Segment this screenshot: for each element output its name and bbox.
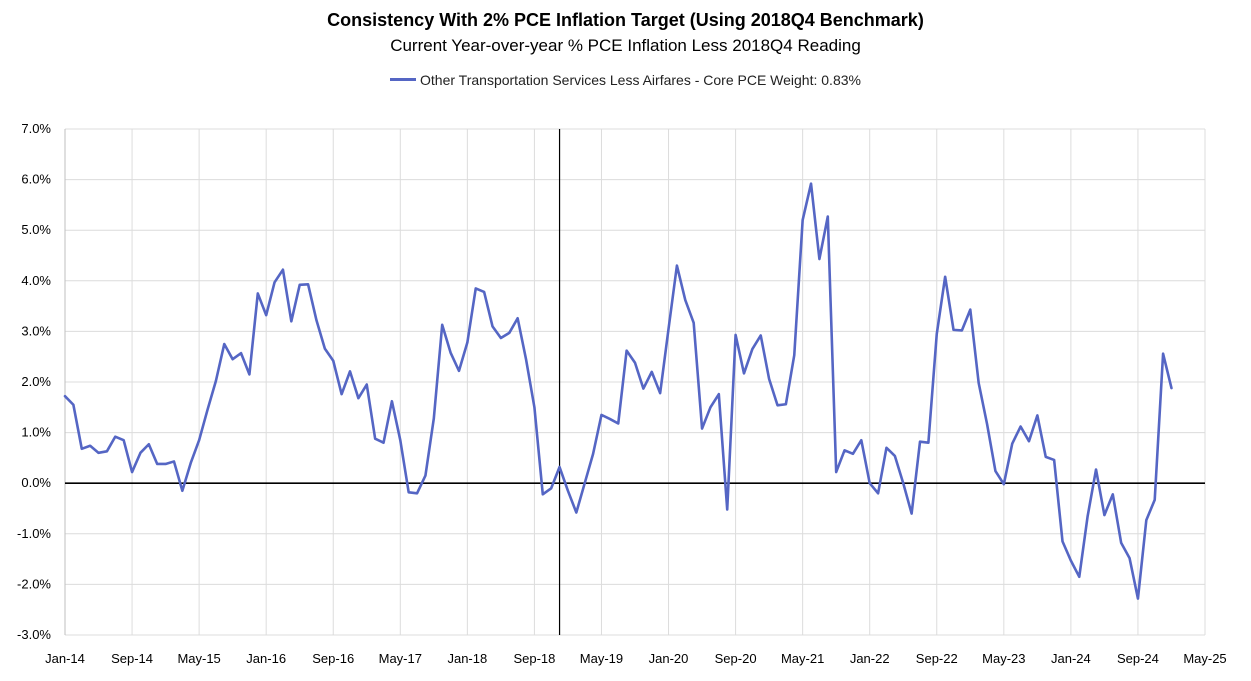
x-tick-label: Sep-22 xyxy=(916,651,958,666)
x-tick-label: May-23 xyxy=(982,651,1025,666)
y-tick-label: 5.0% xyxy=(21,222,51,237)
y-tick-label: 3.0% xyxy=(21,323,51,338)
chart-title: Consistency With 2% PCE Inflation Target… xyxy=(327,10,924,30)
chart-legend: Other Transportation Services Less Airfa… xyxy=(0,72,1251,88)
x-tick-label: Jan-14 xyxy=(45,651,85,666)
y-tick-label: 2.0% xyxy=(21,374,51,389)
legend-swatch xyxy=(390,77,417,81)
x-tick-label: May-15 xyxy=(177,651,220,666)
x-tick-label: Jan-24 xyxy=(1051,651,1091,666)
x-tick-label: Sep-14 xyxy=(111,651,153,666)
x-tick-label: Sep-20 xyxy=(715,651,757,666)
x-tick-label: Jan-22 xyxy=(850,651,890,666)
x-tick-label: May-21 xyxy=(781,651,824,666)
x-tick-label: Sep-24 xyxy=(1117,651,1159,666)
y-tick-label: -1.0% xyxy=(17,526,51,541)
y-tick-label: 6.0% xyxy=(21,172,51,187)
y-tick-label: -3.0% xyxy=(17,627,51,642)
x-tick-label: May-17 xyxy=(379,651,422,666)
chart-subtitle: Current Year-over-year % PCE Inflation L… xyxy=(390,36,861,55)
y-tick-label: 7.0% xyxy=(21,121,51,136)
y-tick-label: -2.0% xyxy=(17,576,51,591)
x-tick-label: Sep-18 xyxy=(513,651,555,666)
x-tick-label: Jan-18 xyxy=(447,651,487,666)
x-tick-label: Sep-16 xyxy=(312,651,354,666)
y-tick-label: 0.0% xyxy=(21,475,51,490)
legend-label: Other Transportation Services Less Airfa… xyxy=(420,72,861,88)
x-tick-label: May-19 xyxy=(580,651,623,666)
y-tick-label: 4.0% xyxy=(21,273,51,288)
y-tick-label: 1.0% xyxy=(21,425,51,440)
series-line xyxy=(63,182,1173,600)
x-tick-label: Jan-16 xyxy=(246,651,286,666)
x-tick-label: Jan-20 xyxy=(649,651,689,666)
x-tick-label: May-25 xyxy=(1183,651,1226,666)
